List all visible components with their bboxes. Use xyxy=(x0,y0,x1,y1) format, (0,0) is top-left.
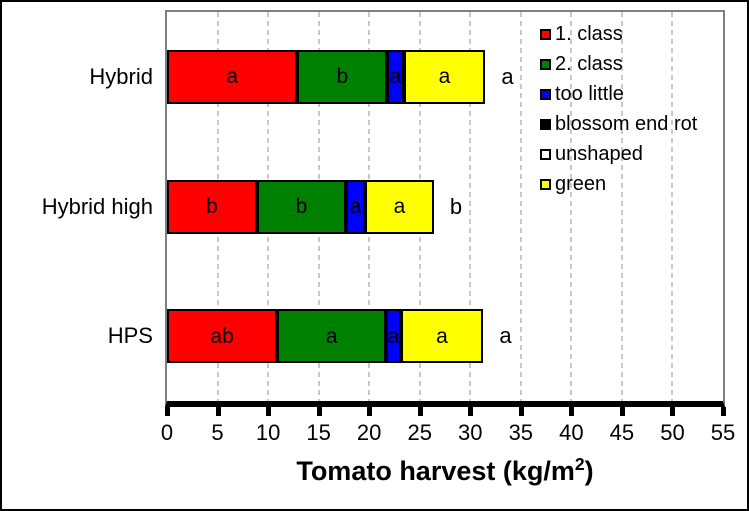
x-tick-55 xyxy=(721,407,726,416)
segment-green: a xyxy=(400,309,484,364)
legend-item-blossom-end-rot: blossom end rot xyxy=(540,109,697,139)
segment-too-little: a xyxy=(345,179,366,234)
segment-green: a xyxy=(403,49,486,104)
gridline-x-30 xyxy=(469,12,472,401)
legend-label: green xyxy=(555,173,607,195)
legend-item-too-little: too little xyxy=(540,79,697,109)
x-tick-25 xyxy=(417,407,423,416)
legend-label: 2. class xyxy=(555,53,623,75)
segment-2-class: b xyxy=(297,49,388,104)
bar-sig-letter: a xyxy=(499,323,512,349)
x-axis-title-superscript: 2 xyxy=(574,454,585,474)
segment-1-class: a xyxy=(167,49,298,104)
x-tick-35 xyxy=(518,407,524,416)
category-label-hps: HPS xyxy=(107,323,153,349)
x-tick-45 xyxy=(619,407,625,416)
gridline-x-35 xyxy=(519,12,522,401)
x-tick-20 xyxy=(367,407,373,416)
x-tick-label-25: 25 xyxy=(407,420,432,445)
segment-sig-label: a xyxy=(393,195,406,218)
legend-item-unshaped: unshaped xyxy=(540,139,697,169)
legend: 1. class 2. class too little blossom end ro… xyxy=(540,19,697,199)
x-tick-30 xyxy=(468,407,474,416)
segment-green: a xyxy=(365,179,434,234)
x-tick-10 xyxy=(266,407,272,416)
x-tick-label-55: 55 xyxy=(710,420,736,445)
x-tick-label-35: 35 xyxy=(508,420,534,445)
segment-2-class: a xyxy=(277,309,387,364)
category-label-hybrid-high: Hybrid high xyxy=(41,193,153,219)
x-axis-title-text: Tomato harvest (kg/m xyxy=(296,456,575,486)
legend-swatch-icon xyxy=(540,58,551,70)
segment-sig-label: a xyxy=(436,324,448,348)
legend-item-2-class: 2. class xyxy=(540,49,697,79)
x-tick-label-5: 5 xyxy=(211,420,224,445)
x-tick-label-30: 30 xyxy=(458,420,483,445)
legend-swatch-icon xyxy=(540,148,551,160)
segment-sig-label: a xyxy=(325,324,338,348)
segment-too-little: a xyxy=(387,49,404,104)
x-tick-label-50: 50 xyxy=(660,420,685,445)
segment-sig-label: ab xyxy=(210,324,234,348)
x-tick-0 xyxy=(165,407,170,416)
legend-item-green: green xyxy=(540,169,697,199)
segment-sig-label: b xyxy=(206,195,218,218)
segment-too-little: a xyxy=(386,309,401,364)
x-axis-title-close: ) xyxy=(584,456,594,486)
x-tick-label-0: 0 xyxy=(160,420,174,445)
legend-swatch-icon xyxy=(540,178,551,190)
legend-label: 1. class xyxy=(555,23,623,45)
segment-sig-label: a xyxy=(349,195,362,218)
x-tick-5 xyxy=(215,407,221,416)
segment-sig-label: a xyxy=(387,324,400,348)
gridline-x-40 xyxy=(570,12,573,401)
x-tick-label-20: 20 xyxy=(356,420,382,445)
legend-label: blossom end rot xyxy=(555,113,698,135)
plot-area: a b a a a b b a a b ab a a a a xyxy=(165,10,725,407)
x-tick-label-15: 15 xyxy=(306,420,331,445)
x-tick-15 xyxy=(316,407,322,416)
x-tick-label-10: 10 xyxy=(255,420,281,445)
x-tick-label-45: 45 xyxy=(609,420,635,445)
segment-1-class: ab xyxy=(167,309,278,364)
bar-sig-letter: b xyxy=(449,193,463,219)
x-tick-40 xyxy=(569,407,575,416)
segment-sig-label: a xyxy=(438,65,451,89)
bar-hps: ab a a a a xyxy=(167,309,723,364)
bar-sig-letter: a xyxy=(501,63,514,89)
legend-label: unshaped xyxy=(555,143,643,165)
segment-sig-label: b xyxy=(336,65,349,89)
x-tick-50 xyxy=(670,407,676,416)
legend-swatch-icon xyxy=(540,88,551,100)
segment-sig-label: a xyxy=(389,65,402,89)
x-axis-title: Tomato harvest (kg/m2) xyxy=(165,454,725,487)
gridline-x-50 xyxy=(671,12,674,401)
segment-sig-label: a xyxy=(226,65,239,89)
gridline-x-45 xyxy=(620,12,623,401)
legend-swatch-icon xyxy=(540,118,551,130)
segment-2-class: b xyxy=(256,179,346,234)
legend-item-1-class: 1. class xyxy=(540,19,697,49)
x-tick-label-40: 40 xyxy=(559,420,584,445)
category-label-hybrid: Hybrid xyxy=(89,63,153,89)
legend-label: too little xyxy=(555,83,624,105)
segment-1-class: b xyxy=(167,179,257,234)
legend-swatch-icon xyxy=(540,28,551,40)
segment-sig-label: b xyxy=(295,195,308,218)
